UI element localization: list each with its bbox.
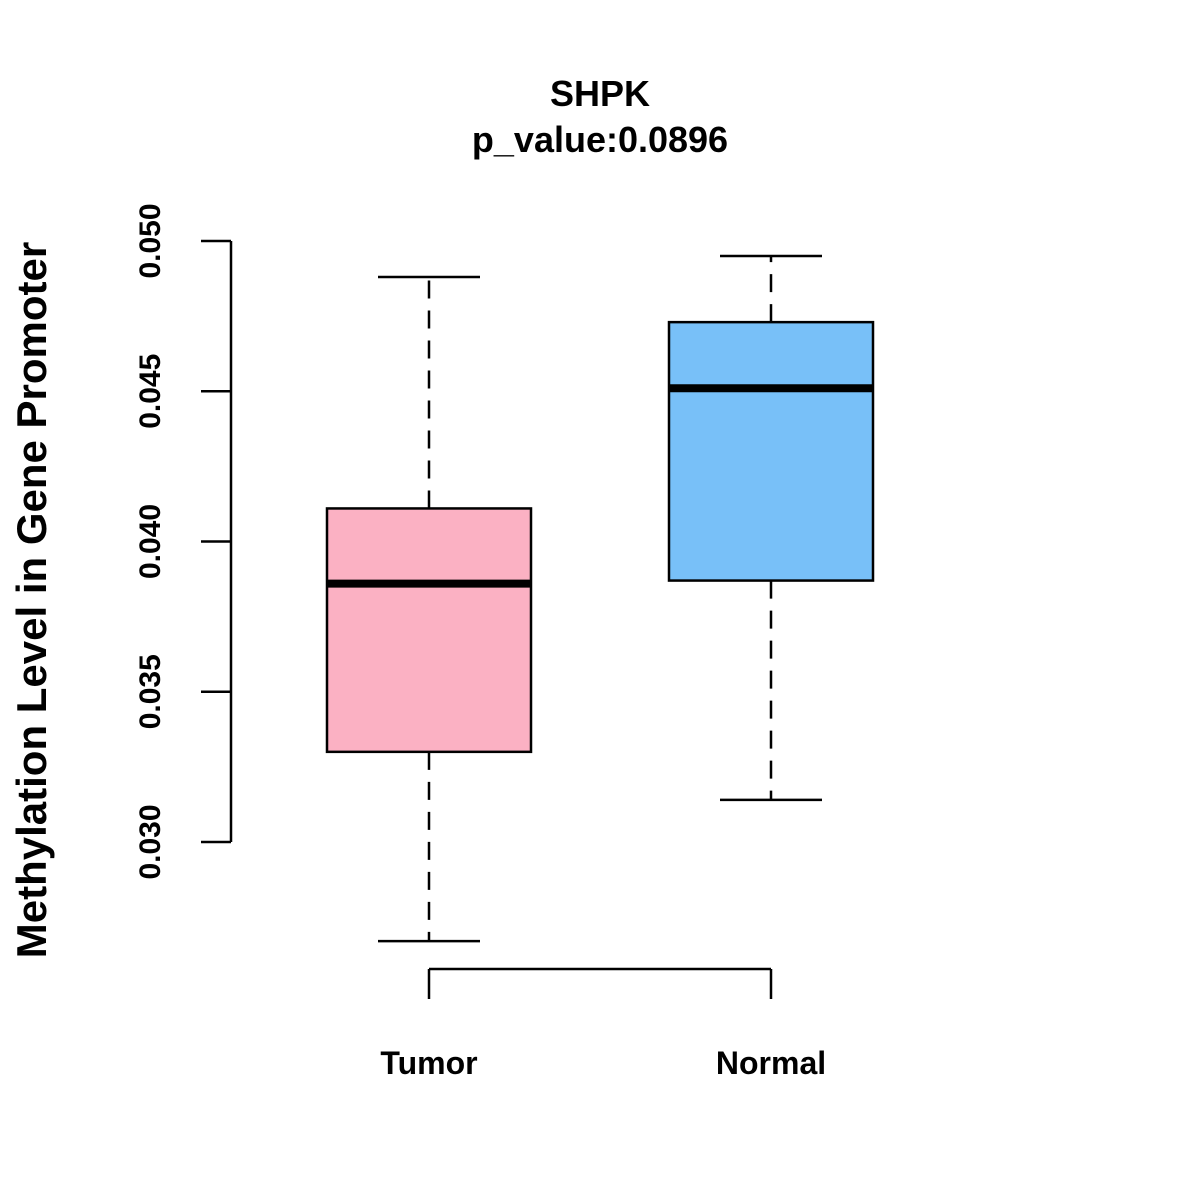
box-tumor bbox=[325, 275, 533, 943]
y-tick-label-0.035: 0.035 bbox=[134, 654, 167, 729]
x-tick-label-normal: Normal bbox=[716, 1045, 826, 1081]
box-iqr bbox=[667, 320, 875, 582]
y-axis: 0.030 0.035 0.040 0.045 0.050 bbox=[134, 203, 233, 880]
y-tick-label-0.030: 0.030 bbox=[134, 804, 167, 879]
box-iqr bbox=[325, 507, 533, 754]
y-tick-label-0.040: 0.040 bbox=[134, 504, 167, 579]
chart-subtitle: p_value:0.0896 bbox=[472, 119, 728, 160]
y-tick-label-0.050: 0.050 bbox=[134, 203, 167, 278]
x-tick-label-tumor: Tumor bbox=[380, 1045, 477, 1081]
y-tick-label-0.045: 0.045 bbox=[134, 354, 167, 429]
x-axis: Tumor Normal bbox=[380, 967, 826, 1081]
y-axis-label: Methylation Level in Gene Promoter bbox=[8, 242, 55, 958]
boxes-group bbox=[325, 254, 875, 943]
box-normal bbox=[667, 254, 875, 802]
chart-title: SHPK bbox=[550, 73, 650, 114]
